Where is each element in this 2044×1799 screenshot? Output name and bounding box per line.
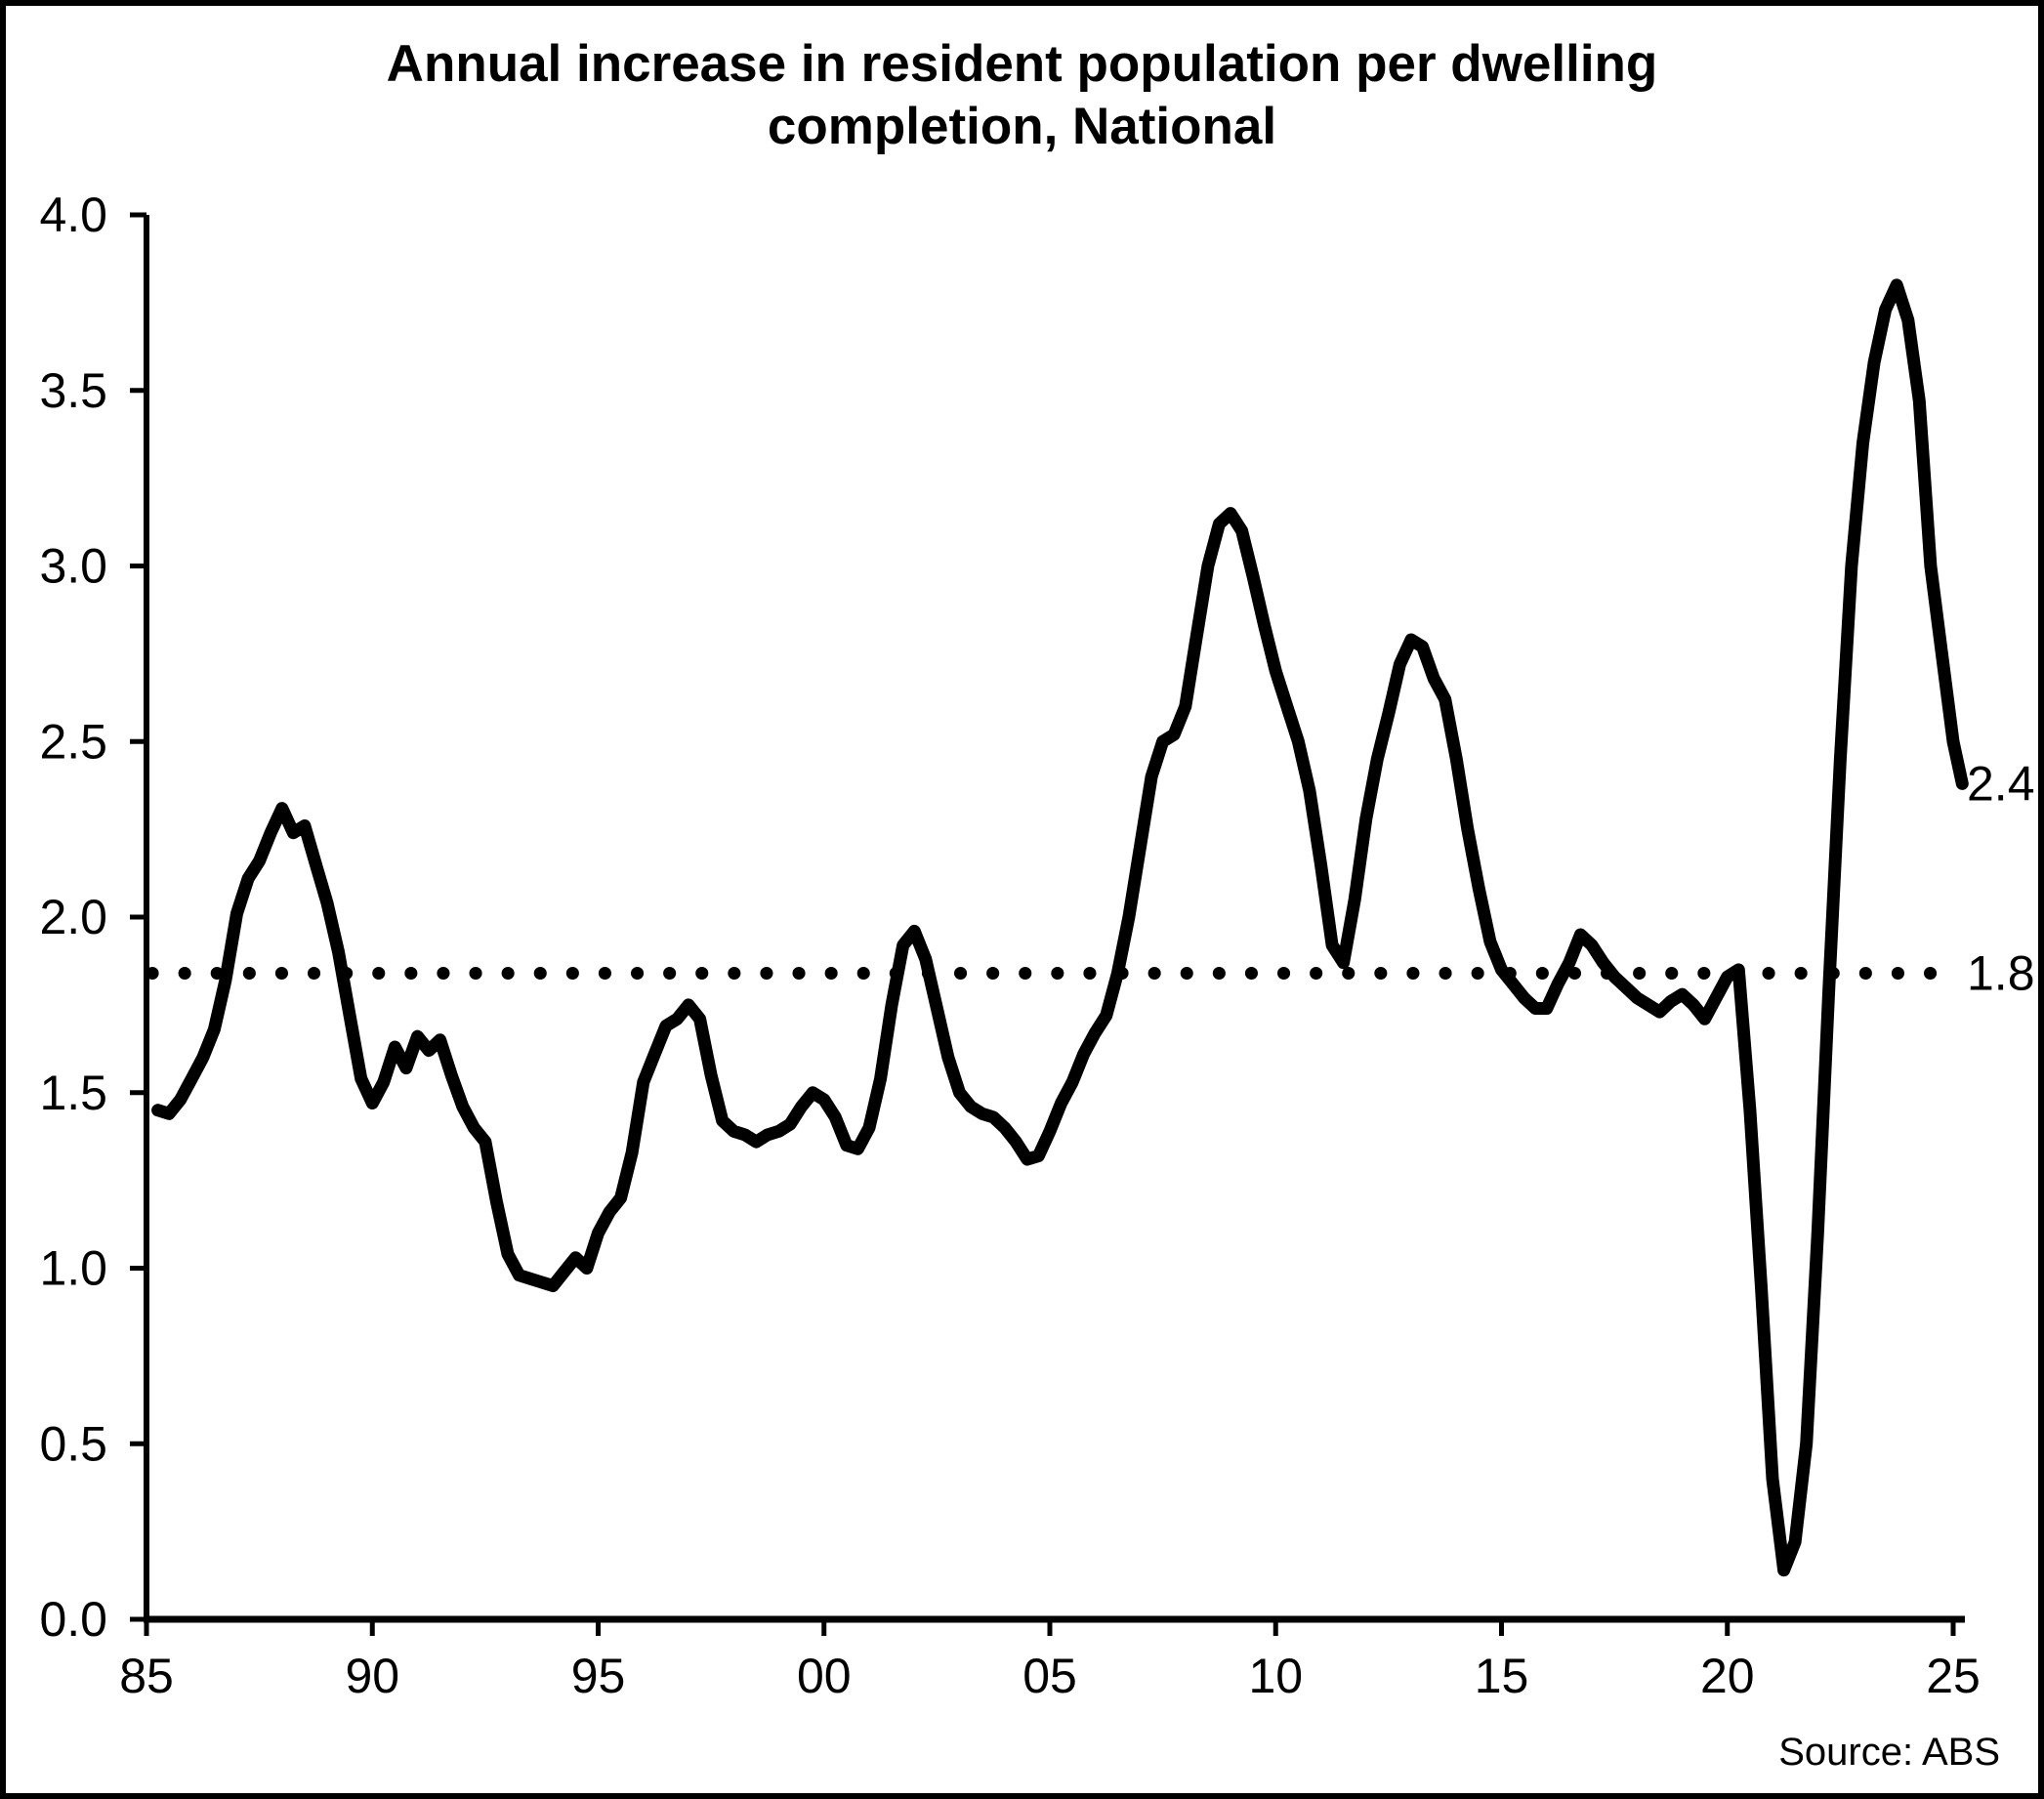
source-label: Source: ABS	[1778, 1731, 2000, 1774]
x-tick-label: 20	[1700, 1649, 1755, 1703]
x-tick-label: 95	[571, 1649, 626, 1703]
y-tick-label: 3.0	[39, 539, 107, 594]
y-tick-label: 0.0	[39, 1592, 107, 1647]
y-tick-label: 1.5	[39, 1066, 107, 1120]
data-series-line	[151, 278, 1969, 1577]
x-tick-label: 05	[1022, 1649, 1077, 1703]
y-tick-label: 3.5	[39, 363, 107, 418]
x-tick-label: 00	[797, 1649, 852, 1703]
chart-title-line-1: Annual increase in resident population p…	[386, 35, 1658, 93]
y-tick-label: 0.5	[39, 1416, 107, 1471]
y-tick-label: 4.0	[39, 188, 107, 242]
x-tick-label: 85	[119, 1649, 174, 1703]
y-tick-label: 2.0	[39, 890, 107, 944]
y-tick-label: 1.0	[39, 1241, 107, 1296]
chart-title-line-2: completion, National	[767, 98, 1277, 155]
reference-line-label: 1.8	[1967, 946, 2035, 1001]
chart-title: Annual increase in resident population p…	[0, 33, 2044, 158]
x-tick-label: 90	[345, 1649, 399, 1703]
x-tick-label: 25	[1926, 1649, 1981, 1703]
series-end-label: 2.4	[1967, 756, 2035, 811]
y-tick-label: 2.5	[39, 714, 107, 769]
x-tick-label: 10	[1248, 1649, 1303, 1703]
x-tick-label: 15	[1475, 1649, 1529, 1703]
